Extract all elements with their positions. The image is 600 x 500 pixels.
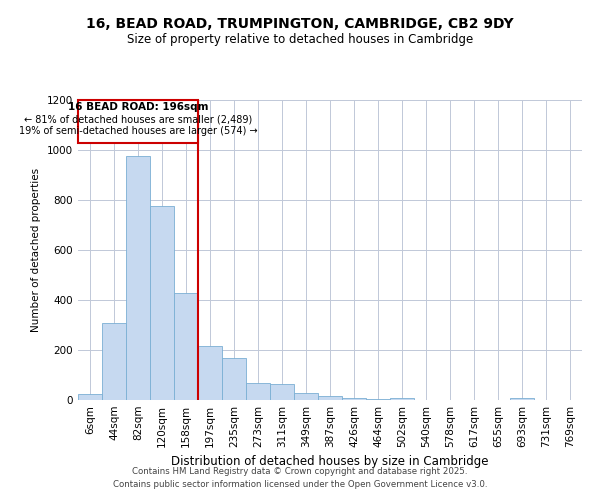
Bar (366, 399, 390, 400)
Bar (102, 322, 126, 400)
Bar (174, 292, 198, 400)
Bar (342, 398, 366, 400)
Bar (78, 100, 198, 142)
Text: Size of property relative to detached houses in Cambridge: Size of property relative to detached ho… (127, 32, 473, 46)
Bar (246, 382, 270, 400)
Bar (222, 358, 246, 400)
Text: 16, BEAD ROAD, TRUMPINGTON, CAMBRIDGE, CB2 9DY: 16, BEAD ROAD, TRUMPINGTON, CAMBRIDGE, C… (86, 18, 514, 32)
Bar (198, 346, 222, 400)
Bar (390, 398, 414, 400)
X-axis label: Distribution of detached houses by size in Cambridge: Distribution of detached houses by size … (171, 456, 489, 468)
Bar (78, 394, 102, 400)
Bar (126, 156, 150, 400)
Text: 19% of semi-detached houses are larger (574) →: 19% of semi-detached houses are larger (… (19, 126, 257, 136)
Bar (510, 398, 534, 400)
Text: ← 81% of detached houses are smaller (2,489): ← 81% of detached houses are smaller (2,… (24, 115, 252, 125)
Bar (294, 392, 318, 400)
Bar (150, 206, 174, 400)
Text: 16 BEAD ROAD: 196sqm: 16 BEAD ROAD: 196sqm (68, 102, 208, 112)
Y-axis label: Number of detached properties: Number of detached properties (31, 168, 41, 332)
Bar (270, 384, 294, 400)
Bar (318, 396, 342, 400)
Text: Contains HM Land Registry data © Crown copyright and database right 2025.
Contai: Contains HM Land Registry data © Crown c… (113, 468, 487, 489)
